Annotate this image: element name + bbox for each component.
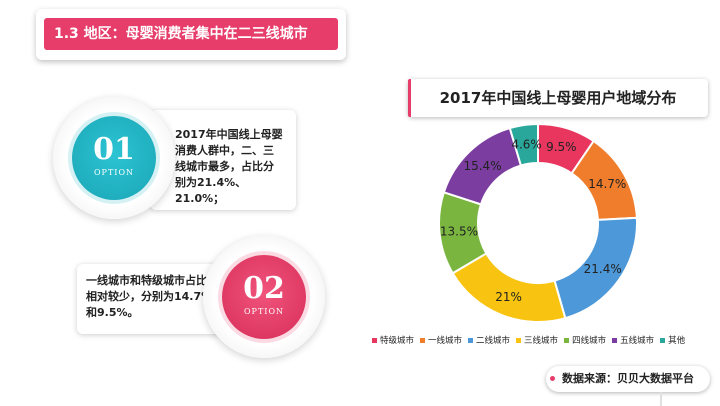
option-label-2: OPTION xyxy=(244,307,284,316)
legend-item: 五线城市 xyxy=(612,334,654,346)
legend-swatch xyxy=(612,337,618,343)
chart-title: 2017年中国线上母婴用户地域分布 xyxy=(439,89,677,107)
note-line: 消费人群中，二、三 xyxy=(175,144,274,157)
legend-label: 五线城市 xyxy=(620,336,655,346)
option-badge-1: 01 OPTION xyxy=(53,97,175,219)
slice-label: 15.4% xyxy=(463,159,501,173)
note-line: 和9.5%。 xyxy=(86,306,139,319)
chart-title-card: 2017年中国线上母婴用户地域分布 xyxy=(408,79,708,117)
option-label-1: OPTION xyxy=(94,168,134,177)
section-title: 1.3 地区：母婴消费者集中在二三线城市 xyxy=(44,18,338,50)
note-line: 一线城市和特级城市占比 xyxy=(86,274,207,287)
option-ring-2: 02 OPTION xyxy=(222,255,306,339)
option-ring-1: 01 OPTION xyxy=(72,116,156,200)
donut-chart: 9.5% 14.7% 21.4% 21% 13.5% 15.4% 4.6% xyxy=(438,122,638,323)
legend-item: 一线城市 xyxy=(420,334,462,346)
legend-swatch xyxy=(660,337,666,343)
chart-legend: 特级城市 一线城市 二线城市 三线城市 四线城市 五线城市 其他 xyxy=(372,333,716,347)
legend-item: 二线城市 xyxy=(468,334,510,346)
legend-label: 一线城市 xyxy=(428,336,463,346)
legend-label: 三线城市 xyxy=(524,336,559,346)
divider xyxy=(660,392,662,406)
legend-swatch xyxy=(564,337,570,343)
slice-label: 9.5% xyxy=(546,140,577,154)
note-line: 别为21.4%、21.0%； xyxy=(175,176,247,205)
note-text-2: 一线城市和特级城市占比 相对较少，分别为14.7% 和9.5%。 xyxy=(86,273,226,321)
chart-title-accent xyxy=(408,79,411,117)
legend-swatch xyxy=(516,337,522,343)
note-line: 2017年中国线上母婴 xyxy=(175,128,283,141)
legend-item: 三线城市 xyxy=(516,334,558,346)
note-card-1: 2017年中国线上母婴 消费人群中，二、三 线城市最多，占比分 别为21.4%、… xyxy=(150,110,296,210)
donut-slice xyxy=(508,122,539,167)
section-header-card: 1.3 地区：母婴消费者集中在二三线城市 xyxy=(36,9,346,60)
legend-item: 四线城市 xyxy=(564,334,606,346)
note-text-1: 2017年中国线上母婴 消费人群中，二、三 线城市最多，占比分 别为21.4%、… xyxy=(175,127,295,207)
slice-label: 21.4% xyxy=(584,262,622,276)
slice-label: 14.7% xyxy=(588,177,626,191)
note-line: 线城市最多，占比分 xyxy=(175,160,274,173)
legend-label: 其他 xyxy=(668,336,686,346)
slice-label: 4.6% xyxy=(511,137,542,151)
legend-item: 特级城市 xyxy=(372,334,414,346)
option-number-2: 02 xyxy=(243,271,285,306)
legend-label: 特级城市 xyxy=(380,336,415,346)
data-source-label: 数据来源：贝贝大数据平台 xyxy=(562,372,694,385)
source-bullet xyxy=(550,376,555,381)
note-line: 相对较少，分别为14.7% xyxy=(86,290,213,303)
legend-label: 二线城市 xyxy=(476,336,511,346)
legend-label: 四线城市 xyxy=(572,336,607,346)
data-source: 数据来源：贝贝大数据平台 xyxy=(546,366,710,392)
legend-item: 其他 xyxy=(660,334,685,346)
option-badge-2: 02 OPTION xyxy=(203,236,325,358)
option-number-1: 01 xyxy=(93,132,135,167)
slice-label: 13.5% xyxy=(440,225,478,239)
legend-swatch xyxy=(420,337,426,343)
legend-swatch xyxy=(372,337,377,343)
legend-swatch xyxy=(468,337,474,343)
slice-label: 21% xyxy=(495,290,522,304)
